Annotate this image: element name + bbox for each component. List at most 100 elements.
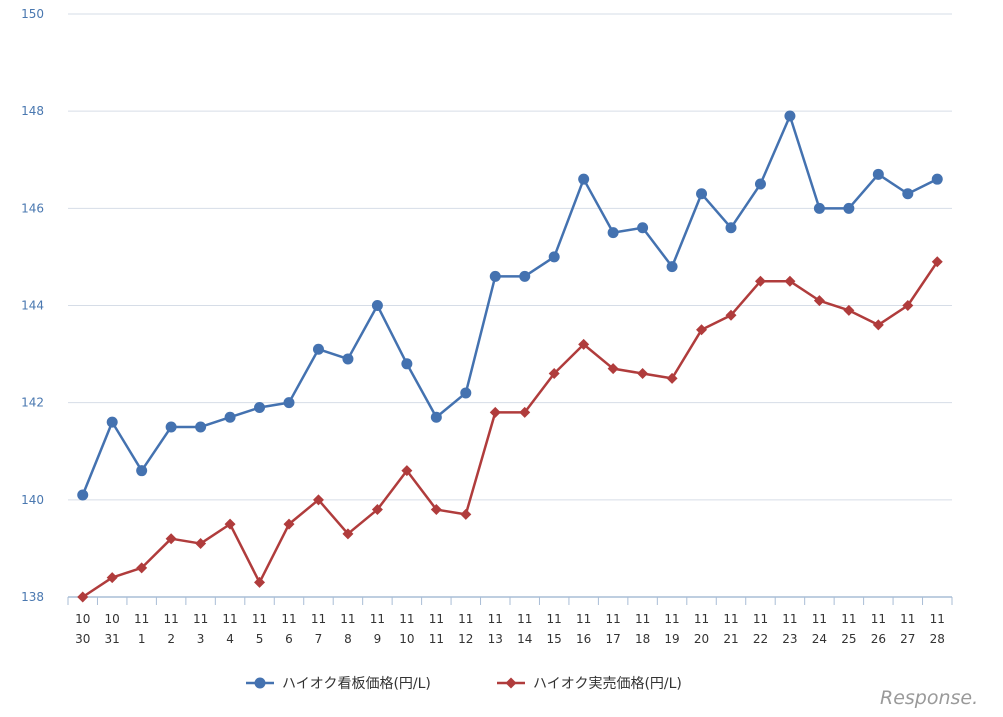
x-tick-label-month: 11	[134, 612, 149, 626]
x-tick-label-day: 30	[75, 632, 90, 646]
x-tick-label-day: 4	[226, 632, 234, 646]
data-point	[813, 295, 825, 307]
x-tick-label-month: 11	[782, 612, 797, 626]
y-axis-ticks: 138 140 142 144 146 148 150	[21, 7, 44, 604]
data-point	[843, 202, 855, 214]
data-point	[312, 343, 324, 355]
data-point	[666, 261, 678, 273]
x-tick-label-day: 23	[782, 632, 797, 646]
data-point	[931, 256, 943, 268]
series-line	[82, 261, 939, 599]
x-tick-label-day: 28	[930, 632, 945, 646]
y-tick-label: 142	[21, 396, 44, 410]
data-point	[195, 538, 207, 550]
data-point	[136, 562, 148, 574]
x-tick-label-day: 15	[547, 632, 562, 646]
data-point	[578, 173, 590, 185]
x-tick-label-month: 11	[252, 612, 267, 626]
data-point	[224, 411, 236, 423]
x-tick-label-month: 11	[311, 612, 326, 626]
data-point	[843, 304, 855, 316]
x-tick-label-month: 11	[488, 612, 503, 626]
data-point	[312, 494, 324, 506]
x-tick-label-day: 25	[841, 632, 856, 646]
x-tick-label-day: 27	[900, 632, 915, 646]
x-tick-label-month: 11	[930, 612, 945, 626]
grid-lines	[68, 13, 952, 501]
data-point	[283, 397, 295, 409]
x-tick-label-month: 11	[429, 612, 444, 626]
y-tick-label: 144	[21, 299, 44, 313]
data-point	[283, 518, 295, 530]
data-point	[165, 421, 177, 433]
x-tick-label-month: 11	[841, 612, 856, 626]
x-tick-label-month: 11	[193, 612, 208, 626]
series-1	[77, 110, 943, 501]
x-tick-label-day: 9	[374, 632, 382, 646]
x-tick-label-day: 3	[197, 632, 205, 646]
data-point	[872, 319, 884, 331]
series-2	[77, 256, 943, 603]
x-tick-label-day: 8	[344, 632, 352, 646]
data-point	[165, 533, 177, 545]
x-tick-label-month: 11	[723, 612, 738, 626]
x-tick-label-month: 11	[694, 612, 709, 626]
data-point	[902, 300, 914, 311]
x-tick-label-day: 7	[315, 632, 323, 646]
x-tick-label-month: 11	[163, 612, 178, 626]
x-tick-label-month: 11	[664, 612, 679, 626]
legend-marker	[254, 677, 266, 689]
data-point	[371, 504, 383, 516]
data-point	[77, 489, 89, 501]
x-tick-label-month: 10	[75, 612, 90, 626]
legend-label: ハイオク実売価格(円/L)	[533, 676, 682, 692]
x-tick-label-day: 16	[576, 632, 591, 646]
data-point	[784, 110, 796, 122]
x-tick-label-month: 11	[635, 612, 650, 626]
legend-item-2: ハイオク実売価格(円/L)	[497, 676, 682, 692]
data-point	[254, 402, 266, 414]
data-point	[548, 251, 560, 263]
data-point	[342, 528, 354, 540]
data-point	[813, 202, 825, 214]
x-tick-label-day: 11	[429, 632, 444, 646]
data-point	[637, 222, 649, 234]
x-axis: 1030103111111211311411511611711811911101…	[67, 596, 953, 646]
data-point	[725, 222, 737, 234]
series-layer	[77, 110, 943, 603]
y-tick-label: 140	[21, 493, 44, 507]
x-tick-label-day: 17	[605, 632, 620, 646]
data-point	[607, 227, 619, 239]
x-tick-label-month: 11	[517, 612, 532, 626]
x-tick-label-day: 1	[138, 632, 146, 646]
x-tick-label-day: 21	[723, 632, 738, 646]
data-point	[430, 504, 442, 516]
y-tick-label: 138	[21, 590, 44, 604]
x-tick-label-month: 11	[222, 612, 237, 626]
x-tick-label-day: 13	[488, 632, 503, 646]
legend: ハイオク看板価格(円/L) ハイオク実売価格(円/L)	[246, 676, 682, 692]
x-tick-label-month: 11	[547, 612, 562, 626]
data-point	[106, 572, 118, 584]
data-point	[106, 416, 118, 428]
y-tick-label: 146	[21, 201, 44, 215]
data-point	[519, 406, 531, 418]
data-point	[136, 465, 148, 477]
x-tick-label-month: 11	[399, 612, 414, 626]
y-tick-label: 148	[21, 104, 44, 118]
x-tick-label-month: 11	[605, 612, 620, 626]
x-tick-label-month: 11	[812, 612, 827, 626]
x-tick-label-day: 14	[517, 632, 532, 646]
x-tick-label-day: 10	[399, 632, 414, 646]
response-watermark: Response.	[880, 687, 978, 709]
x-tick-label-month: 11	[370, 612, 385, 626]
x-tick-label-day: 22	[753, 632, 768, 646]
data-point	[548, 368, 560, 380]
data-point	[754, 178, 766, 190]
data-point	[754, 275, 766, 287]
x-tick-label-month: 11	[753, 612, 768, 626]
x-tick-label-day: 19	[664, 632, 679, 646]
data-point	[195, 421, 207, 433]
x-tick-label-month: 11	[900, 612, 915, 626]
